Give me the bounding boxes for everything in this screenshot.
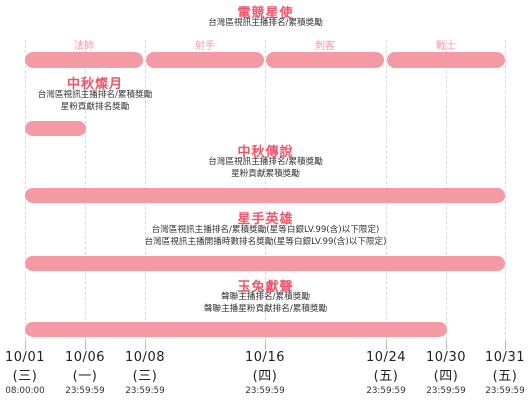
timeline-date: 10/01 bbox=[5, 350, 45, 365]
timeline-item: 10/08 (三) 23:59:59 bbox=[120, 350, 170, 396]
timeline-date: 10/16 bbox=[245, 350, 285, 365]
timeline-time: 23:59:59 bbox=[65, 386, 105, 396]
timeline-tick bbox=[265, 340, 266, 350]
event-rabbit-bar bbox=[25, 322, 447, 337]
event-legend-title: 中秋傳說 bbox=[237, 145, 294, 160]
event-legend-line2: 星粉貢獻累積獎勵 bbox=[231, 169, 300, 179]
timeline-item: 10/06 (一) 23:59:59 bbox=[60, 350, 110, 396]
timeline-item: 10/16 (四) 23:59:59 bbox=[240, 350, 290, 396]
event-moon-bar bbox=[25, 121, 86, 136]
header-title: 電競星使 bbox=[237, 6, 294, 21]
timeline-tick bbox=[505, 340, 506, 350]
event-hero-bar bbox=[25, 256, 505, 271]
timeline-date: 10/08 bbox=[125, 350, 165, 365]
timeline-time: 23:59:59 bbox=[125, 386, 165, 396]
timeline-day: (五) bbox=[373, 369, 399, 384]
role-label-marksman: 射手 bbox=[195, 41, 215, 52]
event-moon-line2: 星粉貢獻排名獎勵 bbox=[60, 102, 130, 112]
event-moon-title: 中秋燦月 bbox=[66, 77, 123, 92]
timeline-day: (三) bbox=[132, 369, 158, 384]
timeline-day: (一) bbox=[72, 369, 98, 384]
event-rabbit-title: 玉兔獻聲 bbox=[237, 280, 294, 295]
timeline-date: 10/06 bbox=[65, 350, 105, 365]
timeline-item: 10/24 (五) 23:59:59 bbox=[361, 350, 411, 396]
event-moon-line1: 台灣區視訊主播排名/累積獎勵 bbox=[37, 90, 153, 100]
event-hero-line1: 台灣區視訊主播排名/累積獎勵(星等白銀LV.99(含)以下限定) bbox=[151, 225, 380, 235]
timeline-day: (四) bbox=[433, 369, 459, 384]
timeline-day: (四) bbox=[252, 369, 278, 384]
event-rabbit-line1: 聲聯主播排名/累積獎勵 bbox=[221, 292, 310, 302]
role-label-assassin: 刺客 bbox=[315, 41, 335, 52]
timeline-tick bbox=[25, 340, 26, 350]
role-bar-marksman bbox=[146, 52, 264, 68]
event-rabbit-line2: 聲聯主播星粉貢獻排名/累積獎勵 bbox=[203, 304, 328, 314]
event-legend-line1: 台灣區視訊主播排名/累積獎勵 bbox=[208, 157, 323, 167]
role-bar-mage bbox=[25, 52, 143, 68]
role-label-mage: 法師 bbox=[74, 41, 94, 52]
event-hero-title: 星手英雄 bbox=[237, 212, 294, 227]
timeline-time: 23:59:59 bbox=[245, 386, 285, 396]
timeline-tick bbox=[85, 340, 86, 350]
timeline-date: 10/24 bbox=[366, 350, 406, 365]
guide-line bbox=[505, 40, 506, 340]
timeline-item: 10/01 (三) 08:00:00 bbox=[0, 350, 50, 396]
timeline-date: 10/30 bbox=[426, 350, 466, 365]
timeline-time: 23:59:59 bbox=[426, 386, 466, 396]
role-bar-fighter bbox=[387, 52, 505, 68]
role-label-fighter: 戰士 bbox=[436, 41, 456, 52]
timeline-date: 10/31 bbox=[485, 350, 525, 365]
timeline-item: 10/30 (四) 23:59:59 bbox=[421, 350, 471, 396]
timeline-item: 10/31 (五) 23:59:59 bbox=[480, 350, 530, 396]
timeline-tick bbox=[386, 340, 387, 350]
header-subtitle: 台灣區視訊主播排名/累積獎勵 bbox=[208, 18, 323, 28]
timeline-day: (三) bbox=[12, 369, 38, 384]
timeline-tick bbox=[446, 340, 447, 350]
event-hero-line2: 台灣區視訊主播開播時數排名獎勵(星等白銀LV.99(含)以下限定) bbox=[144, 237, 387, 247]
role-bar-assassin bbox=[266, 52, 384, 68]
timeline-time: 23:59:59 bbox=[485, 386, 525, 396]
timeline-day: (五) bbox=[492, 369, 518, 384]
timeline-time: 08:00:00 bbox=[5, 386, 45, 396]
event-legend-bar bbox=[25, 188, 505, 203]
timeline-tick bbox=[145, 340, 146, 350]
timeline-time: 23:59:59 bbox=[366, 386, 406, 396]
